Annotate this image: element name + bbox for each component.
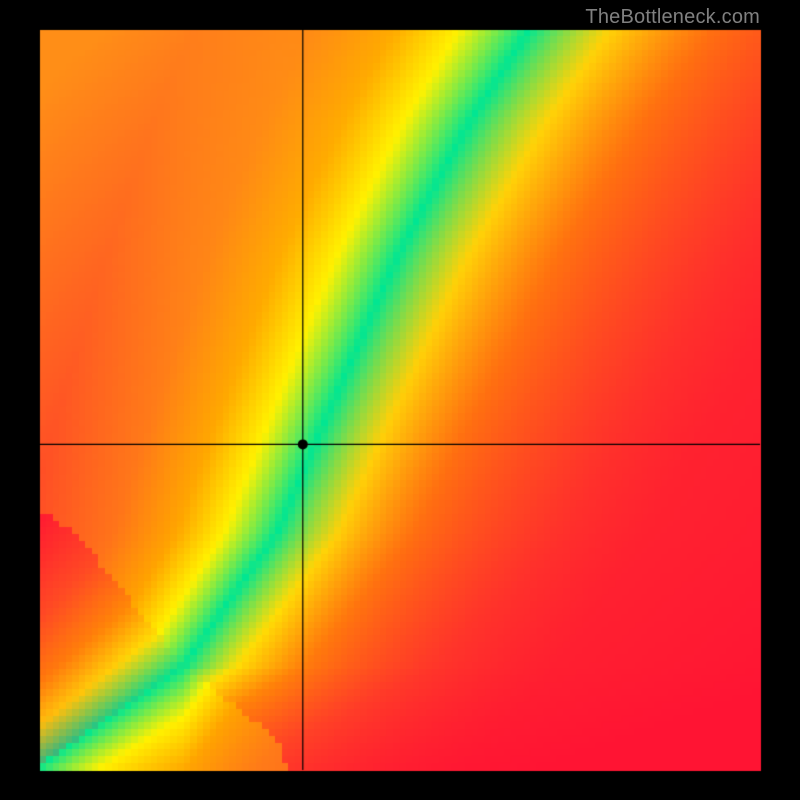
watermark-text: TheBottleneck.com (585, 6, 760, 29)
chart-container: { "watermark": { "text": "TheBottleneck.… (0, 0, 800, 800)
bottleneck-heatmap-canvas (0, 0, 800, 800)
